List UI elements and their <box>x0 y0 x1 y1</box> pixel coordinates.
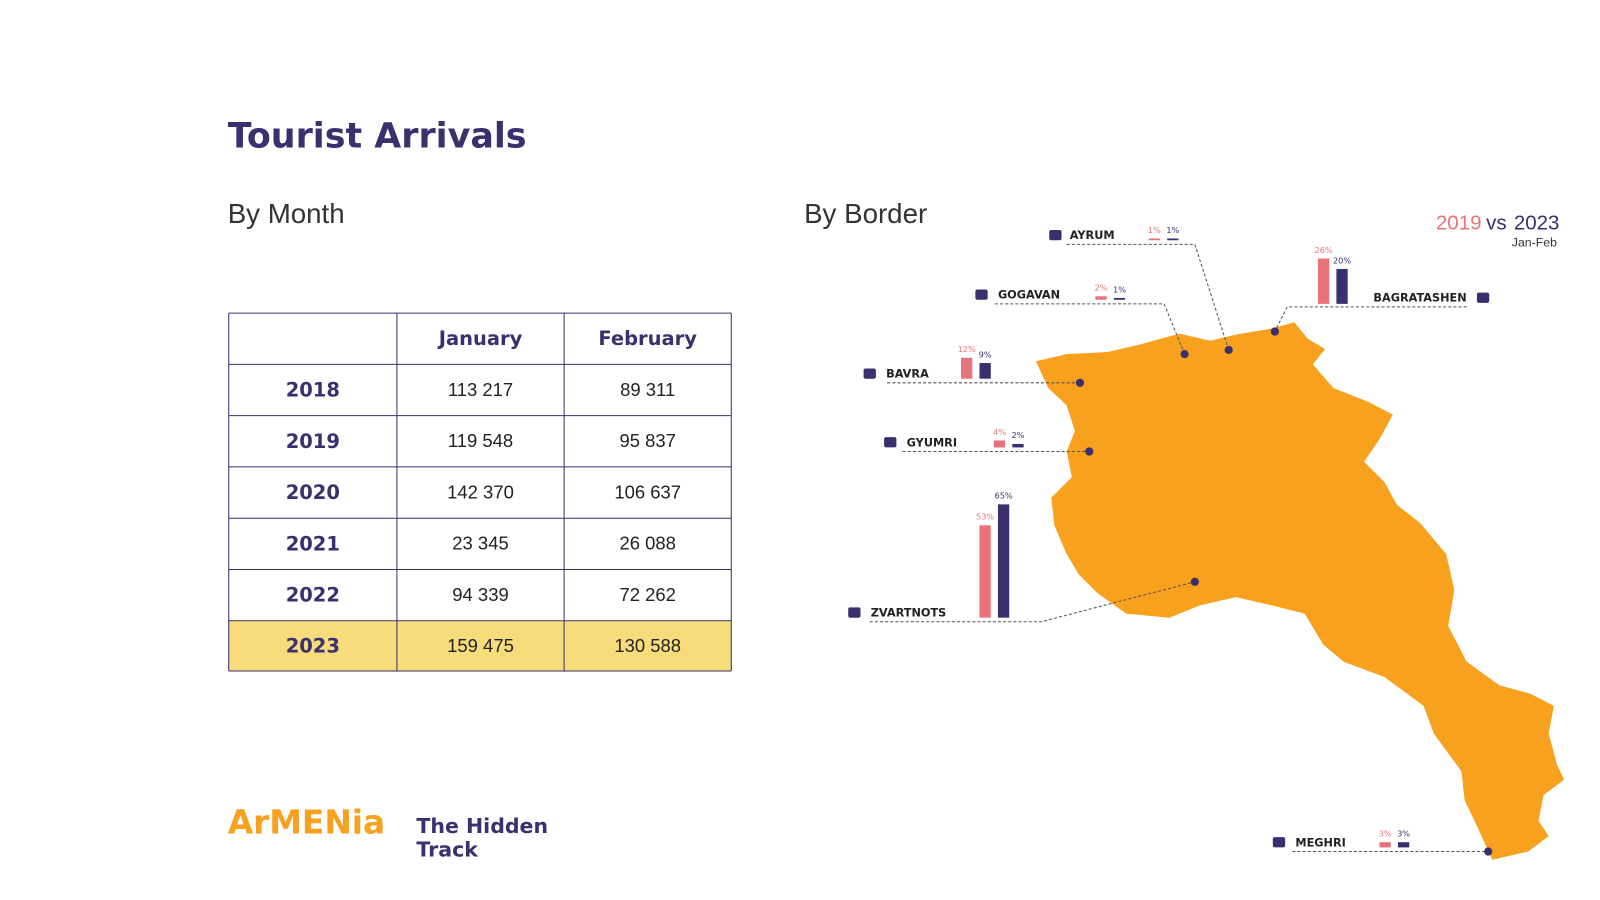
bar-label: 9% <box>979 349 992 359</box>
bar-label: 53% <box>976 512 994 522</box>
border-point <box>1224 345 1233 355</box>
cell-value: 113 217 <box>448 379 513 400</box>
bar-label: 1% <box>1113 284 1126 294</box>
legend-vs: vs <box>1486 211 1507 234</box>
border-subtitle: By Border <box>804 198 927 229</box>
border-icon <box>863 368 876 379</box>
border-bar <box>979 525 991 618</box>
border-bar <box>1113 298 1126 300</box>
brand-logo: ArMENia <box>228 803 386 841</box>
leader-line <box>994 303 1186 355</box>
border-bar <box>1317 258 1330 304</box>
border-name: BAGRATASHEN <box>1373 292 1466 305</box>
row-year: 2018 <box>286 379 340 402</box>
border-name: GOGAVAN <box>998 289 1060 302</box>
border-bar <box>997 504 1010 618</box>
border-point <box>1180 350 1189 359</box>
bar-label: 3% <box>1397 829 1410 839</box>
leader-line <box>1066 243 1230 351</box>
cell-value: 106 637 <box>614 481 681 502</box>
border-name: MEGHRI <box>1295 836 1345 849</box>
row-year: 2023 <box>286 634 340 657</box>
border-point <box>1190 577 1199 586</box>
leader-line <box>1274 306 1467 332</box>
border-bar <box>961 357 973 379</box>
highlight-row <box>228 620 732 672</box>
border-icon <box>884 437 897 448</box>
border-bar <box>1397 842 1410 848</box>
cell-value: 26 088 <box>619 533 675 554</box>
border-bar <box>993 440 1006 448</box>
legend-2023: 2023 <box>1514 211 1560 234</box>
leader-line <box>869 581 1196 623</box>
border-point <box>1270 327 1279 336</box>
legend-period: Jan-Feb <box>1512 236 1557 250</box>
table: January February 2018 113 217 89 311 2019 119 … <box>228 312 732 672</box>
slide-title: Tourist Arrivals <box>228 117 527 157</box>
row-year: 2020 <box>286 481 340 504</box>
brand-tagline: Track <box>416 838 479 862</box>
bar-label: 20% <box>1333 255 1351 265</box>
border-name: GYUMRI <box>907 436 957 449</box>
cell-value: 159 475 <box>447 635 514 656</box>
cell-value: 94 339 <box>452 584 508 605</box>
row-year: 2021 <box>286 532 340 555</box>
legend-2019: 2019 <box>1436 211 1482 234</box>
brand-tagline: The Hidden <box>416 814 548 838</box>
month-subtitle: By Month <box>228 198 345 229</box>
bar-label: 65% <box>994 491 1012 501</box>
cell-value: 89 311 <box>620 379 675 400</box>
bar-label: 4% <box>993 427 1006 437</box>
bar-label: 1% <box>1148 225 1161 235</box>
bar-label: 26% <box>1314 245 1332 255</box>
border-bar <box>1336 268 1348 304</box>
cell-value: 95 837 <box>619 430 675 451</box>
border-name: BAVRA <box>886 368 929 381</box>
cell-value: 142 370 <box>447 481 514 502</box>
row-year: 2019 <box>286 430 340 453</box>
border-bar <box>1379 842 1391 848</box>
border-bar <box>979 363 991 379</box>
bar-label: 3% <box>1379 829 1392 839</box>
column-header: January <box>437 327 523 350</box>
border-icon <box>975 289 988 300</box>
column-header: February <box>598 327 697 350</box>
border-bar <box>1095 296 1107 300</box>
border-icon <box>1049 230 1062 241</box>
row-year: 2022 <box>286 584 340 607</box>
border-bar <box>1167 238 1179 241</box>
cell-value: 23 345 <box>452 533 508 554</box>
armenia-map <box>1035 322 1565 860</box>
cell-value: 72 262 <box>619 584 675 605</box>
legend: 2019 vs 2023 Jan-Feb <box>1436 211 1560 249</box>
border-point <box>1085 447 1094 456</box>
bar-label: 1% <box>1166 225 1179 235</box>
cell-value: 119 548 <box>448 430 513 451</box>
bar-label: 2% <box>1011 430 1024 440</box>
border-icon <box>1272 837 1286 848</box>
border-bar <box>1148 238 1160 241</box>
border-name: AYRUM <box>1070 229 1115 242</box>
cell-value: 130 588 <box>614 635 681 656</box>
border-chart: AYRUM 1% 1% GOGAVAN 2% 1% BAGRATASHEN 26%20% BAV… <box>848 225 1493 856</box>
border-bar <box>1012 443 1024 448</box>
bar-label: 2% <box>1095 283 1108 293</box>
border-icon <box>848 607 861 618</box>
bar-label: 12% <box>958 344 976 354</box>
border-icon <box>1476 292 1490 303</box>
border-name: ZVARTNOTS <box>871 607 947 620</box>
border-point <box>1484 847 1493 856</box>
border-point <box>1075 378 1085 387</box>
